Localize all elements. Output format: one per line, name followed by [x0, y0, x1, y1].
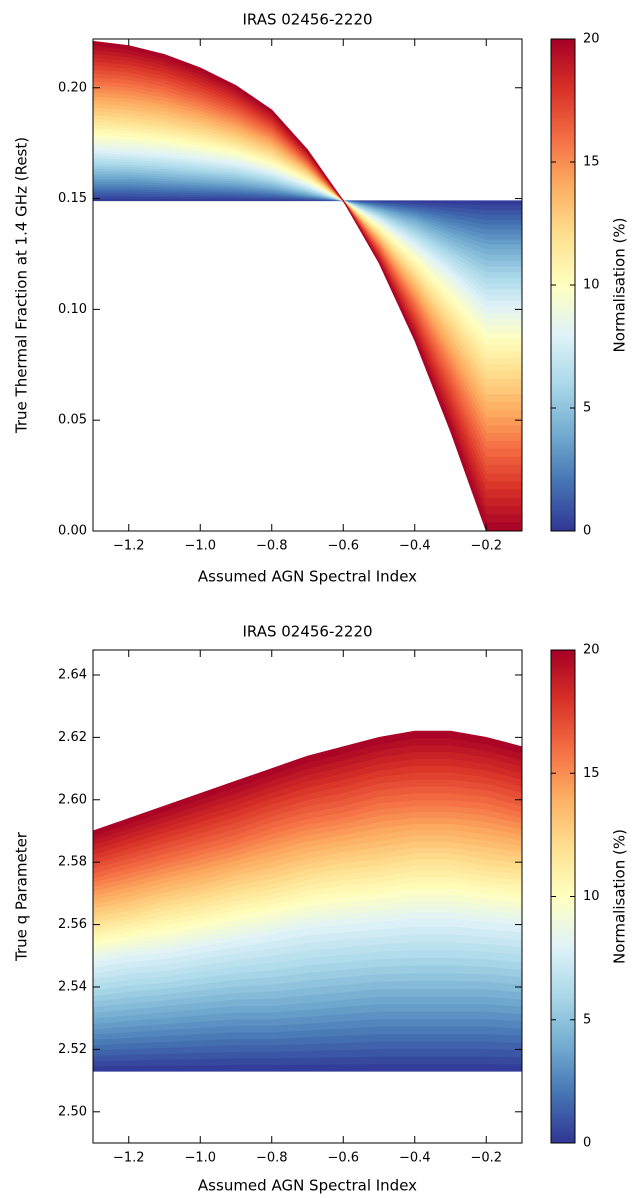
colorbar-tick-label: 10 [583, 889, 600, 904]
y-axis-label: True q Parameter [13, 831, 31, 962]
plot-area [93, 730, 522, 1072]
band [93, 730, 522, 837]
colorbar-label: Normalisation (%) [611, 218, 629, 353]
colorbar-tick-label: 0 [583, 1136, 591, 1151]
y-tick-label: 2.62 [58, 730, 87, 745]
x-tick-label: −0.6 [327, 1151, 359, 1166]
plot-area [93, 40, 522, 531]
band [93, 40, 522, 531]
y-tick-label: 0.05 [58, 413, 87, 428]
y-tick-label: 2.50 [58, 1104, 87, 1119]
x-tick-label: −0.2 [470, 539, 502, 554]
y-tick-label: 2.52 [58, 1042, 87, 1057]
colorbar-tick-label: 0 [583, 524, 591, 539]
x-tick-label: −1.0 [184, 539, 216, 554]
x-tick-label: −0.4 [399, 539, 431, 554]
x-axis-label: Assumed AGN Spectral Index [198, 568, 417, 586]
y-tick-label: 2.60 [58, 792, 87, 807]
y-tick-label: 0.10 [58, 302, 87, 317]
colorbar-tick-label: 10 [583, 278, 600, 293]
colorbar-tick-label: 15 [583, 155, 600, 170]
colorbar-tick-label: 20 [583, 643, 600, 658]
colorbar-label: Normalisation (%) [611, 829, 629, 964]
axes-frame [92, 649, 523, 1144]
y-axis-label: True Thermal Fraction at 1.4 GHz (Rest) [13, 137, 31, 434]
y-tick-label: 0.20 [58, 80, 87, 95]
y-tick-label: 2.54 [58, 979, 87, 994]
colorbar-tick-label: 15 [583, 766, 600, 781]
x-tick-label: −0.6 [327, 539, 359, 554]
x-tick-label: −0.8 [256, 539, 288, 554]
colorbar-tick-label: 5 [583, 401, 591, 416]
colorbar-tick-label: 5 [583, 1012, 591, 1027]
x-tick-label: −1.2 [113, 539, 145, 554]
axes-frame [92, 38, 523, 532]
x-tick-label: −1.0 [184, 1151, 216, 1166]
chart-title: IRAS 02456-2220 [242, 623, 372, 641]
x-axis-label: Assumed AGN Spectral Index [198, 1177, 417, 1195]
x-tick-label: −0.8 [256, 1151, 288, 1166]
colorbar-tick-label: 20 [583, 32, 600, 47]
chart-title: IRAS 02456-2220 [242, 11, 372, 29]
y-tick-label: 0.00 [58, 524, 87, 539]
x-tick-label: −1.2 [113, 1151, 145, 1166]
y-tick-label: 2.56 [58, 917, 87, 932]
x-tick-label: −0.2 [470, 1151, 502, 1166]
y-tick-label: 0.15 [58, 191, 87, 206]
x-tick-label: −0.4 [399, 1151, 431, 1166]
y-tick-label: 2.64 [58, 667, 87, 682]
y-tick-label: 2.58 [58, 855, 87, 870]
